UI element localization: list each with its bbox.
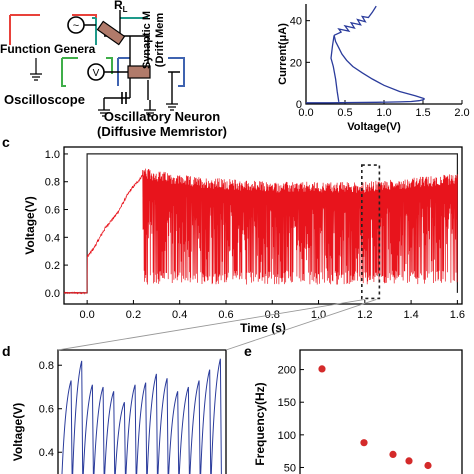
neuron-label-1: Oscillatory Neuron: [104, 109, 220, 124]
y-tick-label: 50: [284, 462, 296, 474]
y-tick-label: 0.0: [45, 288, 60, 300]
circuit-wires: [84, 10, 180, 110]
x-tick-label: 1.5: [415, 107, 430, 119]
x-tick-label: 2.0: [454, 107, 469, 119]
x-tick-label: 0.2: [126, 309, 141, 321]
zoom-connector-lines: [57, 298, 377, 351]
neuron-label-2: (Diffusive Memristor): [97, 124, 227, 139]
oscilloscope-box: [61, 57, 113, 87]
voltage-time-chart: 0.00.20.40.60.81.01.21.41.60.00.20.40.60…: [23, 146, 465, 335]
source-symbol: ~: [73, 20, 79, 32]
plot-frame: [299, 349, 463, 474]
panel-label-e: e: [244, 343, 252, 359]
x-axis-label: Time (s): [240, 321, 286, 335]
meter-symbol: V: [93, 68, 100, 79]
iv-series-line: [330, 35, 340, 102]
function-generator-label: Function Genera: [0, 42, 96, 56]
frequency-point: [405, 457, 413, 465]
y-tick-label: 0.8: [45, 177, 60, 189]
y-tick-label: 40: [290, 16, 302, 28]
y-tick-label: 0: [296, 99, 302, 111]
frequency-point: [389, 450, 397, 458]
output-voltage-line: [63, 168, 458, 295]
y-axis-label: Voltage(V): [23, 196, 37, 254]
frequency-chart: 50 100 150 200 Frequency(Hz): [253, 349, 463, 474]
frequency-point: [318, 365, 326, 373]
x-tick-label: 1.4: [403, 309, 418, 321]
zoom-highlight-box: [361, 164, 381, 300]
y-tick-label: 0.2: [45, 260, 60, 272]
synaptic-memristor: [96, 20, 126, 46]
x-axis-label: Voltage(V): [347, 121, 401, 133]
y-tick-label: 100: [278, 430, 296, 442]
synaptic-label-1: Synaptic M: [141, 11, 153, 69]
x-tick-label: 0.6: [218, 309, 233, 321]
y-tick-label: 0.6: [45, 205, 60, 217]
x-tick-label: 0.0: [298, 107, 313, 119]
plot-frame: [57, 349, 227, 474]
y-axis-label: Current(μA): [277, 23, 289, 85]
y-tick-label: 200: [278, 365, 296, 377]
x-tick-label: 0.4: [172, 309, 187, 321]
x-tick-label: 1.2: [357, 309, 372, 321]
x-tick-label: 0.5: [337, 107, 352, 119]
iv-series-line: [333, 35, 425, 100]
frequency-point: [360, 439, 368, 447]
synaptic-box: [92, 17, 148, 45]
iv-series-line: [333, 5, 377, 36]
y-tick-label: 0.4: [45, 232, 60, 244]
y-tick-label: 20: [290, 57, 302, 69]
zoom-line-right: [225, 299, 377, 351]
zoom-line-left: [57, 298, 365, 351]
y-axis-label: Frequency(Hz): [253, 382, 267, 465]
y-tick-label: 0.8: [39, 360, 54, 372]
iv-series-line: [306, 98, 425, 104]
synaptic-label-2: (Drift Mem: [154, 13, 166, 68]
y-tick-label: 1.0: [45, 149, 60, 161]
x-tick-label: 1.0: [376, 107, 391, 119]
plot-frame: [63, 146, 463, 305]
iv-axes: [305, 4, 462, 105]
y-tick-label: 0.6: [39, 404, 54, 416]
x-tick-label: 1.6: [450, 309, 465, 321]
zoomed-voltage-chart: 0.4 0.6 0.8 Voltage(V): [11, 349, 227, 474]
oscilloscope-label: Oscilloscope: [4, 92, 85, 107]
panel-label-c: c: [2, 134, 10, 150]
y-axis-label: Voltage(V): [11, 403, 25, 461]
function-generator-box: [9, 14, 40, 45]
circuit-schematic: ~ V RL Function Genera Synaptic M (Drift…: [0, 0, 227, 139]
capacitor: [121, 92, 127, 104]
panel-label-d: d: [2, 343, 11, 359]
ground-symbols: [30, 58, 178, 117]
iv-chart: 0.0 0.5 1.0 1.5 2.0 0 20 40 Voltage(V) Current(μA…: [277, 4, 470, 133]
y-tick-label: 150: [278, 397, 296, 409]
zoomed-voltage-line: [61, 358, 222, 474]
y-tick-label: 0.4: [39, 447, 54, 459]
frequency-point: [424, 461, 432, 470]
rl-label: RL: [114, 0, 128, 14]
x-tick-label: 0.0: [79, 309, 94, 321]
diffusive-memristor: [127, 65, 151, 79]
